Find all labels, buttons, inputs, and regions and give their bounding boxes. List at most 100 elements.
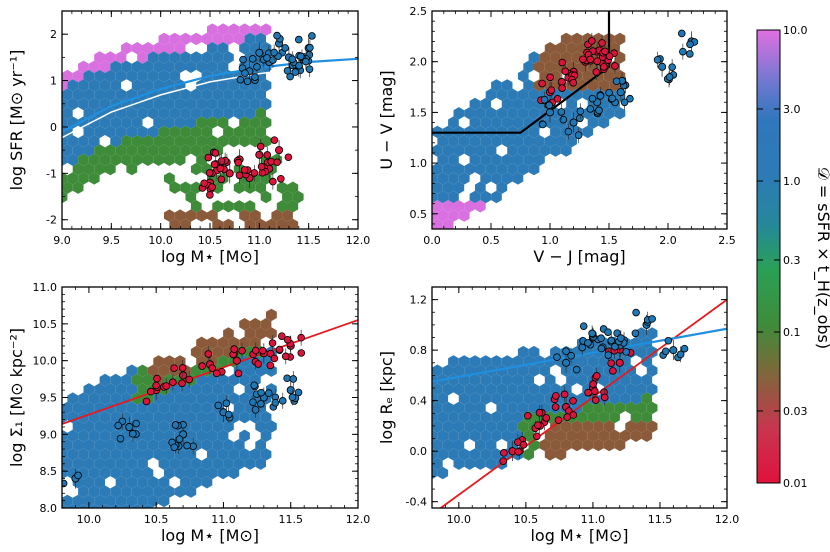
data-point bbox=[278, 397, 287, 405]
data-point bbox=[210, 160, 219, 169]
data-point bbox=[579, 55, 587, 64]
panel-b: 0.0 0.5 1.0 1.5 2.0 2.5 0.5 1.0 1.5 2.0 2.5 V − J [… bbox=[377, 5, 736, 266]
data-point bbox=[579, 322, 588, 330]
data-point bbox=[605, 52, 614, 61]
y-tick-label: 0.0 bbox=[410, 445, 428, 458]
data-point bbox=[593, 57, 602, 65]
y-axis-label: log Rₑ [kpc] bbox=[377, 351, 396, 444]
data-point bbox=[626, 94, 634, 103]
y-tick-label: 10.5 bbox=[33, 318, 58, 331]
x-tick-label: 11.0 bbox=[247, 234, 272, 247]
colorbar-tick-label: 0.3 bbox=[783, 254, 801, 267]
data-point bbox=[569, 79, 578, 87]
data-point bbox=[251, 346, 260, 355]
data-point bbox=[283, 66, 292, 75]
data-point bbox=[535, 408, 544, 417]
x-tick-label: 1.5 bbox=[600, 234, 618, 247]
data-point bbox=[257, 162, 266, 171]
data-point bbox=[648, 315, 656, 323]
data-point bbox=[677, 29, 686, 38]
data-point bbox=[178, 379, 186, 388]
data-point bbox=[597, 334, 605, 343]
data-point bbox=[607, 359, 615, 367]
data-point bbox=[552, 392, 560, 400]
y-tick-label: 0.5 bbox=[410, 208, 428, 221]
data-point bbox=[278, 332, 286, 340]
data-point bbox=[205, 169, 214, 177]
data-point bbox=[294, 388, 303, 397]
data-point bbox=[297, 333, 305, 342]
data-point bbox=[251, 406, 260, 414]
colorbar-tick-label: 0.03 bbox=[783, 405, 808, 418]
data-point bbox=[212, 369, 221, 378]
data-point bbox=[254, 360, 262, 368]
data-point bbox=[558, 58, 567, 67]
data-point bbox=[572, 365, 581, 374]
panel-d-plot-area bbox=[432, 298, 727, 508]
data-point bbox=[586, 105, 595, 113]
ticks: 9.0 9.5 10.0 10.5 11.0 11.5 12.0 -2 -1 0 1 2 bbox=[46, 10, 371, 247]
data-point bbox=[499, 457, 507, 465]
y-tick-label: 8.0 bbox=[40, 502, 58, 515]
panel-c-plot-area bbox=[62, 308, 358, 508]
data-point bbox=[263, 54, 271, 62]
y-tick-label: -0.4 bbox=[406, 496, 427, 509]
colorbar-label: 𝒟 = sSFR × t_H(z_obs) bbox=[813, 167, 830, 349]
data-point bbox=[275, 345, 284, 354]
data-point bbox=[116, 434, 125, 443]
x-axis-label: log M⋆ [M⊙] bbox=[161, 247, 259, 266]
data-point bbox=[283, 335, 292, 344]
data-point bbox=[240, 166, 249, 174]
x-axis-label: log M⋆ [M⊙] bbox=[161, 526, 259, 545]
data-point bbox=[248, 55, 257, 63]
data-point bbox=[589, 380, 597, 388]
data-point bbox=[547, 86, 556, 94]
data-point bbox=[561, 67, 570, 76]
data-point bbox=[273, 31, 281, 40]
y-axis-label: log Σ₁ [M⊙ kpc⁻²] bbox=[7, 328, 26, 467]
data-point bbox=[234, 158, 242, 167]
data-point bbox=[114, 421, 123, 430]
x-tick-label: 10.5 bbox=[198, 234, 223, 247]
data-point bbox=[295, 61, 303, 70]
data-point bbox=[588, 94, 597, 103]
x-tick-label: 11.0 bbox=[581, 513, 606, 526]
y-axis-label: U − V [mag] bbox=[377, 70, 396, 169]
y-tick-label: 0.8 bbox=[410, 344, 428, 357]
data-point bbox=[236, 75, 245, 84]
data-point bbox=[665, 73, 674, 81]
data-point bbox=[676, 350, 685, 359]
data-point bbox=[686, 50, 694, 58]
x-tick-label: 10.5 bbox=[514, 513, 539, 526]
data-point bbox=[559, 115, 568, 124]
hexbin-background bbox=[432, 327, 658, 480]
x-axis-label: V − J [mag] bbox=[533, 247, 625, 266]
colorbar-tick-label: 0.1 bbox=[783, 326, 801, 339]
data-point bbox=[578, 343, 587, 352]
y-tick-label: 1.2 bbox=[410, 294, 428, 307]
data-point bbox=[605, 88, 613, 97]
data-point bbox=[273, 158, 281, 167]
data-point bbox=[308, 32, 316, 40]
y-axis-label: log SFR [M⊙ yr⁻¹] bbox=[7, 50, 26, 191]
data-point bbox=[540, 95, 549, 104]
data-point bbox=[306, 43, 314, 52]
data-point bbox=[250, 169, 259, 177]
data-point bbox=[185, 375, 193, 384]
data-point bbox=[562, 347, 570, 356]
data-point bbox=[200, 179, 208, 188]
data-point bbox=[686, 40, 694, 49]
data-point bbox=[519, 441, 528, 449]
data-point bbox=[235, 171, 244, 180]
data-point bbox=[534, 421, 542, 429]
data-point bbox=[264, 389, 273, 397]
data-point bbox=[175, 435, 184, 443]
data-point bbox=[546, 73, 554, 82]
y-tick-label: -2 bbox=[46, 214, 57, 227]
data-point bbox=[569, 397, 577, 405]
x-tick-label: 12.0 bbox=[346, 234, 371, 247]
data-point bbox=[584, 339, 592, 347]
data-point bbox=[584, 388, 592, 397]
x-tick-label: 2.5 bbox=[718, 234, 736, 247]
data-point bbox=[288, 55, 297, 64]
